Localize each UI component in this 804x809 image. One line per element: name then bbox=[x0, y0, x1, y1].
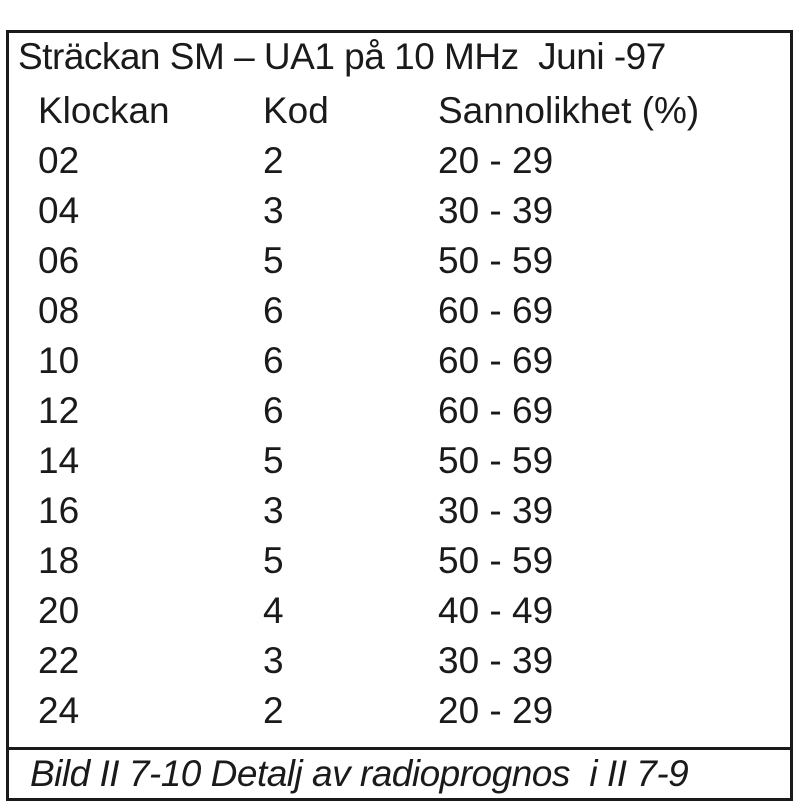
table-row: 08 6 60 - 69 bbox=[28, 286, 778, 336]
cell-kod: 4 bbox=[263, 590, 284, 631]
cell-sannolikhet: 50 - 59 bbox=[438, 540, 554, 581]
table-row: 24 2 20 - 29 bbox=[28, 686, 778, 736]
cell-klockan: 12 bbox=[38, 390, 80, 431]
cell-sannolikhet: 60 - 69 bbox=[438, 290, 554, 331]
cell-kod: 3 bbox=[263, 640, 284, 681]
table-row: 10 6 60 - 69 bbox=[28, 336, 778, 386]
cell-kod: 3 bbox=[263, 490, 284, 531]
table-row: 16 3 30 - 39 bbox=[28, 486, 778, 536]
cell-sannolikhet: 20 - 29 bbox=[438, 690, 554, 731]
cell-kod: 6 bbox=[263, 340, 284, 381]
cell-sannolikhet: 30 - 39 bbox=[438, 640, 554, 681]
table-row: 20 4 40 - 49 bbox=[28, 586, 778, 636]
cell-kod: 5 bbox=[263, 540, 284, 581]
header-kod: Kod bbox=[263, 90, 329, 131]
header-row: Klockan Kod Sannolikhet (%) bbox=[28, 86, 778, 136]
cell-klockan: 18 bbox=[38, 540, 80, 581]
cell-klockan: 14 bbox=[38, 440, 80, 481]
cell-sannolikhet: 60 - 69 bbox=[438, 340, 554, 381]
cell-sannolikhet: 30 - 39 bbox=[438, 490, 554, 531]
cell-kod: 6 bbox=[263, 290, 284, 331]
table-row: 02 2 20 - 29 bbox=[28, 136, 778, 186]
cell-kod: 5 bbox=[263, 240, 284, 281]
forecast-table: Klockan Kod Sannolikhet (%) 02 2 20 - 29 04… bbox=[28, 86, 778, 736]
cell-klockan: 24 bbox=[38, 690, 80, 731]
cell-klockan: 10 bbox=[38, 340, 80, 381]
cell-sannolikhet: 20 - 29 bbox=[438, 140, 554, 181]
cell-klockan: 16 bbox=[38, 490, 80, 531]
cell-klockan: 02 bbox=[38, 140, 80, 181]
table-row: 12 6 60 - 69 bbox=[28, 386, 778, 436]
cell-kod: 3 bbox=[263, 190, 284, 231]
header-sannolikhet: Sannolikhet (%) bbox=[438, 90, 700, 131]
table-row: 04 3 30 - 39 bbox=[28, 186, 778, 236]
figure-caption: Bild II 7-10 Detalj av radioprognos i II… bbox=[30, 753, 689, 794]
cell-kod: 5 bbox=[263, 440, 284, 481]
cell-klockan: 08 bbox=[38, 290, 80, 331]
table-row: 22 3 30 - 39 bbox=[28, 636, 778, 686]
cell-sannolikhet: 60 - 69 bbox=[438, 390, 554, 431]
header-klockan: Klockan bbox=[38, 90, 170, 131]
cell-kod: 2 bbox=[263, 690, 284, 731]
cell-sannolikhet: 40 - 49 bbox=[438, 590, 554, 631]
table-row: 14 5 50 - 59 bbox=[28, 436, 778, 486]
caption-divider bbox=[6, 747, 793, 750]
cell-klockan: 22 bbox=[38, 640, 80, 681]
cell-kod: 2 bbox=[263, 140, 284, 181]
cell-sannolikhet: 30 - 39 bbox=[438, 190, 554, 231]
cell-kod: 6 bbox=[263, 390, 284, 431]
cell-sannolikhet: 50 - 59 bbox=[438, 440, 554, 481]
cell-klockan: 04 bbox=[38, 190, 80, 231]
cell-klockan: 06 bbox=[38, 240, 80, 281]
cell-sannolikhet: 50 - 59 bbox=[438, 240, 554, 281]
table-frame bbox=[6, 30, 793, 801]
cell-klockan: 20 bbox=[38, 590, 80, 631]
table-row: 18 5 50 - 59 bbox=[28, 536, 778, 586]
table-row: 06 5 50 - 59 bbox=[28, 236, 778, 286]
table-title: Sträckan SM – UA1 på 10 MHz Juni -97 bbox=[18, 36, 666, 77]
